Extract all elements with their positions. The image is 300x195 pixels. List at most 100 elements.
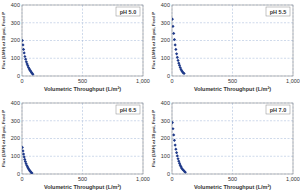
point <box>176 56 179 59</box>
y-axis-label: Flux (LMH) at 30 psi, Feed P <box>1 12 6 69</box>
panel: 010020030040005001,000Volumetric Through… <box>151 100 300 190</box>
x-tick-label: 0 <box>170 176 173 182</box>
grid-line <box>232 5 233 76</box>
y-tick-label: 100 <box>11 153 20 159</box>
y-tick-label: 300 <box>161 20 170 26</box>
point <box>172 32 175 35</box>
x-axis-label: Volumetric Throughput (L/m²) <box>44 86 121 92</box>
point <box>172 18 174 21</box>
point <box>172 133 175 136</box>
marks <box>22 39 34 76</box>
y-tick-label: 100 <box>11 55 20 61</box>
grid-line <box>232 103 233 174</box>
x-tick-label: 1,000 <box>286 78 300 84</box>
title-frame <box>116 7 140 16</box>
point <box>183 72 186 75</box>
title-frame <box>266 105 290 114</box>
y-tick-label: 300 <box>11 20 20 26</box>
point <box>172 25 175 28</box>
title-box: pH 6.5 <box>116 105 140 114</box>
figure: 0 100 200 300 400 0 500 1,000 Volumetric Through… <box>0 0 300 195</box>
point <box>22 39 24 42</box>
point <box>22 146 24 149</box>
y-tick-label: 100 <box>161 153 170 159</box>
point <box>184 171 187 174</box>
y-tick-label: 200 <box>161 135 170 141</box>
y-tick-label: 400 <box>11 2 20 8</box>
title: pH 7.0 <box>270 107 287 113</box>
x-axis-label: Volumetric Throughput (L/m²) <box>44 184 121 190</box>
panel: 010020030040005001,000Volumetric Through… <box>1 100 150 190</box>
title-box: pH 5.0 <box>116 7 140 16</box>
point <box>176 154 179 157</box>
y-tick-label: 400 <box>161 2 170 8</box>
point <box>22 153 25 156</box>
point <box>174 148 177 151</box>
point <box>182 71 185 74</box>
point <box>23 55 26 58</box>
y-tick-label: 300 <box>161 118 170 124</box>
y-axis-label: Flux (LMH) at 30 psi, Feed P <box>1 110 6 167</box>
y-axis-label: Flux (LMH) at 30 psi, Feed P <box>151 110 156 167</box>
y-tick-label: 300 <box>11 118 20 124</box>
x-tick-label: 0 <box>20 78 23 84</box>
point <box>31 72 34 75</box>
point <box>173 139 176 142</box>
point <box>175 52 178 55</box>
point <box>22 149 25 152</box>
title: pH 6.5 <box>120 107 137 113</box>
point <box>175 151 178 154</box>
marks <box>172 121 187 174</box>
y-tick-label: 200 <box>11 135 20 141</box>
title-box: pH 5.5 <box>266 7 290 16</box>
title-frame <box>266 7 290 16</box>
title: pH 5.5 <box>270 9 287 15</box>
y-tick-label: 400 <box>161 100 170 106</box>
title: pH 5.0 <box>120 9 137 15</box>
point <box>174 48 177 51</box>
point <box>172 121 174 124</box>
x-tick-label: 500 <box>228 78 237 84</box>
plot-frame <box>172 103 293 174</box>
marks <box>22 146 34 174</box>
panel: 010020030040005001,000Volumetric Through… <box>1 2 150 92</box>
x-axis-label: Volumetric Throughput (L/m²) <box>194 86 271 92</box>
x-tick-label: 500 <box>78 78 87 84</box>
point <box>31 73 34 76</box>
grid-line <box>82 103 83 174</box>
plot-frame <box>22 103 143 174</box>
point <box>176 157 179 160</box>
panel: 010020030040005001,000Volumetric Through… <box>151 2 300 92</box>
title-box: pH 7.0 <box>266 105 290 114</box>
marks <box>172 18 186 76</box>
x-tick-label: 1,000 <box>136 176 150 182</box>
x-tick-label: 1,000 <box>136 78 150 84</box>
x-tick-label: 500 <box>78 176 87 182</box>
grid-line <box>82 5 83 76</box>
point <box>174 143 177 146</box>
point <box>30 171 33 174</box>
x-axis-label: Volumetric Throughput (L/m²) <box>194 184 271 190</box>
x-tick-label: 0 <box>20 176 23 182</box>
x-tick-label: 1,000 <box>286 176 300 182</box>
point <box>30 172 33 174</box>
plot-frame <box>22 5 143 76</box>
point <box>173 38 176 41</box>
y-tick-label: 100 <box>161 55 170 61</box>
y-axis-label: Flux (LMH) at 30 psi, Feed P <box>151 12 156 69</box>
title-frame <box>116 105 140 114</box>
x-tick-label: 500 <box>228 176 237 182</box>
y-tick-label: 200 <box>161 37 170 43</box>
point <box>22 48 25 51</box>
point <box>183 170 186 173</box>
point <box>174 43 177 46</box>
point <box>24 58 27 61</box>
point <box>22 43 25 46</box>
point <box>172 127 175 130</box>
y-tick-label: 400 <box>11 100 20 106</box>
point <box>23 155 26 158</box>
x-tick-label: 0 <box>170 78 173 84</box>
point <box>176 59 179 62</box>
y-tick-label: 200 <box>11 37 20 43</box>
point <box>23 51 26 54</box>
